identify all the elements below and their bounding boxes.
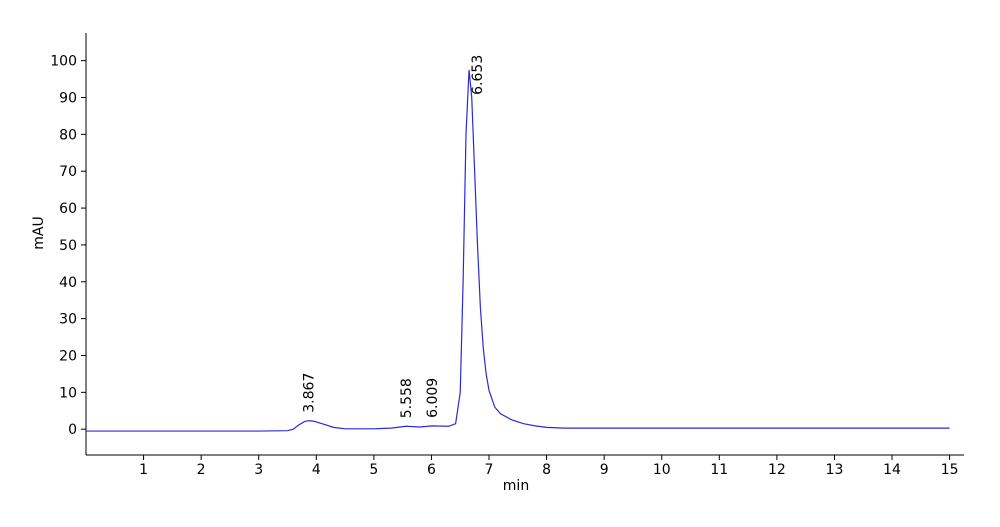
peak-label: 5.558 [399,378,415,418]
x-axis-label: min [503,478,529,494]
x-tick-label: 9 [600,462,609,478]
x-tick-label: 5 [369,462,378,478]
y-tick-label: 0 [68,422,77,438]
peak-label: 6.009 [425,378,441,418]
x-tick-label: 6 [427,462,436,478]
y-tick-label: 40 [59,275,77,291]
x-tick-label: 10 [653,462,671,478]
x-tick-label: 12 [768,462,786,478]
y-tick-label: 50 [59,238,77,254]
y-tick-label: 70 [59,164,77,180]
x-tick-label: 3 [254,462,263,478]
y-axis-label: mAU [31,216,47,249]
peak-label: 6.653 [470,55,486,95]
y-tick-label: 80 [59,127,77,143]
x-tick-label: 4 [312,462,321,478]
x-tick-label: 15 [941,462,959,478]
x-tick-label: 8 [542,462,551,478]
x-tick-label: 14 [883,462,901,478]
y-tick-label: 100 [50,54,77,70]
y-tick-label: 30 [59,312,77,328]
y-tick-label: 20 [59,348,77,364]
y-tick-label: 90 [59,90,77,106]
x-tick-label: 7 [485,462,494,478]
y-tick-label: 60 [59,201,77,217]
chromatogram-line [86,69,950,432]
y-tick-label: 10 [59,385,77,401]
x-tick-label: 1 [139,462,148,478]
x-tick-label: 13 [826,462,844,478]
peak-label: 3.867 [302,373,318,413]
x-tick-label: 2 [197,462,206,478]
x-tick-label: 11 [710,462,728,478]
